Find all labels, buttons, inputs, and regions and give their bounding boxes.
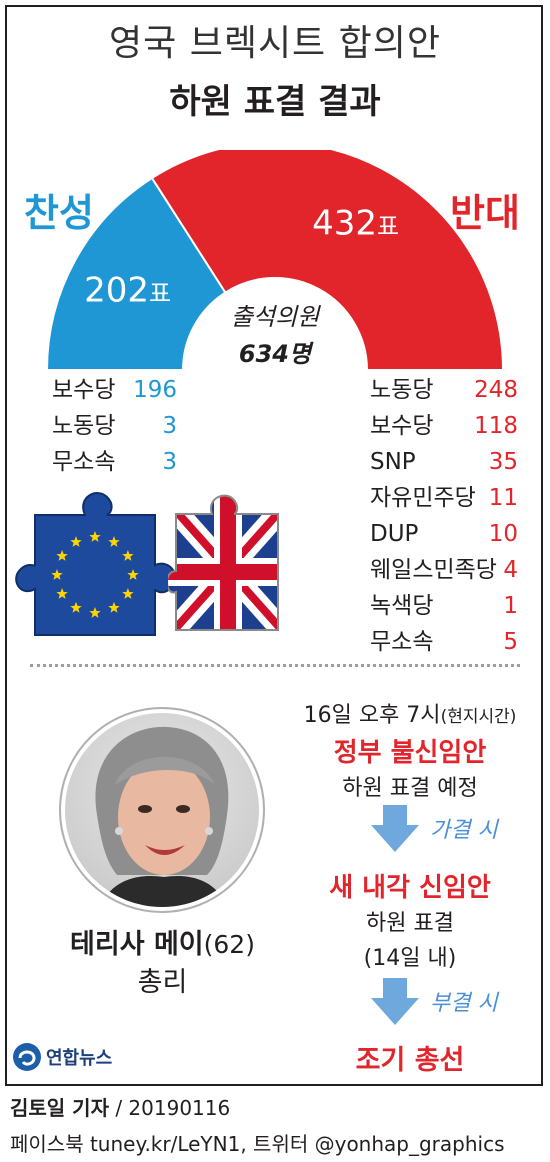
no-party-votes: 5 xyxy=(503,629,518,655)
flow-step1-title: 정부 불신임안 xyxy=(333,738,487,768)
eu-star xyxy=(51,569,63,580)
flow-step2-note: (14일 내) xyxy=(363,946,457,971)
main-title: 영국 브렉시트 합의안 xyxy=(109,23,441,64)
down-arrow-icon xyxy=(371,978,419,1025)
reporter-name: 김토일 기자 xyxy=(10,1096,109,1120)
eu-star xyxy=(108,536,120,547)
yes-party-votes: 3 xyxy=(162,449,177,475)
person-age: (62) xyxy=(203,930,255,959)
arrow2-label: 부결 시 xyxy=(430,991,498,1016)
chart-slice-labels: 202표 432표 xyxy=(84,204,399,311)
arrow1-label: 가결 시 xyxy=(430,818,498,843)
yes-row: 무소속 3 xyxy=(52,445,177,479)
person-role: 총리 xyxy=(137,967,188,998)
eu-star xyxy=(122,550,134,561)
eu-star xyxy=(56,550,68,561)
no-row: 자유민주당 11 xyxy=(370,481,518,515)
no-party-votes: 248 xyxy=(474,377,518,403)
no-row: 노동당 248 xyxy=(370,373,518,407)
no-party-votes: 118 xyxy=(474,413,518,439)
eu-star xyxy=(89,607,101,618)
flow-step2-title: 새 내각 신임안 xyxy=(329,873,491,903)
slice-label-yes: 202표 xyxy=(84,270,171,310)
vote-semicircle-chart: 202표 432표 출석의원 634명 xyxy=(45,150,505,371)
no-row: SNP 35 xyxy=(370,445,518,479)
no-party-name: 웨일스민족당 xyxy=(370,557,497,583)
yes-party-votes: 196 xyxy=(133,377,177,403)
yes-party-name: 노동당 xyxy=(52,413,116,439)
eu-star xyxy=(70,601,82,613)
section-divider xyxy=(30,664,520,667)
center-value: 634명 xyxy=(239,340,314,368)
yes-row: 보수당 196 xyxy=(52,373,177,407)
flow-step1-desc: 하원 표결 예정 xyxy=(342,776,478,801)
eu-star xyxy=(127,569,139,580)
no-row: 웨일스민족당 4 xyxy=(370,553,518,587)
publish-date: / 20190116 xyxy=(108,1096,231,1120)
no-party-name: 자유민주당 xyxy=(370,485,476,511)
flow-step3-title: 조기 총선 xyxy=(355,1045,465,1076)
eu-flag-puzzle-icon xyxy=(15,492,177,636)
no-row: DUP 10 xyxy=(370,517,518,551)
person-name-block: 테리사 메이(62) xyxy=(60,922,265,961)
yes-party-votes: 3 xyxy=(162,413,177,439)
yes-party-name: 무소속 xyxy=(52,449,116,475)
eu-star xyxy=(56,588,68,599)
eu-star xyxy=(122,588,134,599)
no-party-votes: 11 xyxy=(488,485,518,511)
no-party-name: SNP xyxy=(370,449,416,475)
yonhap-logo-text: 연합뉴스 xyxy=(46,1048,113,1069)
eu-star xyxy=(70,536,82,547)
no-row: 보수당 118 xyxy=(370,409,518,443)
yes-row: 노동당 3 xyxy=(52,409,177,443)
flow-step2-desc: 하원 표결 xyxy=(366,911,454,936)
sub-title: 하원 표결 결과 xyxy=(169,82,381,122)
yes-party-name: 보수당 xyxy=(52,377,116,403)
no-party-name: 무소속 xyxy=(370,629,434,655)
no-party-name: 보수당 xyxy=(370,413,434,439)
no-party-votes: 10 xyxy=(488,521,518,547)
no-party-name: DUP xyxy=(370,521,419,547)
footer-credit: 김토일 기자 / 20190116 xyxy=(10,1092,230,1121)
no-party-votes: 1 xyxy=(503,593,518,619)
slice-yes xyxy=(45,176,227,371)
slice-no xyxy=(150,150,505,371)
footer-social: 페이스북 tuney.kr/LeYN1, 트위터 @yonhap_graphic… xyxy=(10,1132,505,1156)
no-row: 녹색당 1 xyxy=(370,589,518,623)
chart-slices xyxy=(45,150,505,371)
flow-step1-time-note: (현지시간) xyxy=(440,707,517,727)
no-label: 반대 xyxy=(450,191,520,235)
person-name: 테리사 메이 xyxy=(70,929,204,960)
eu-star xyxy=(89,531,101,542)
slice-label-no: 432표 xyxy=(312,204,399,244)
no-party-votes: 35 xyxy=(488,449,518,475)
center-label: 출석의원 xyxy=(231,303,321,331)
flow-step1-time: 16일 오후 7시(현지시간) xyxy=(280,697,540,729)
theresa-may-portrait xyxy=(59,707,265,913)
down-arrow-icon xyxy=(371,805,419,852)
eu-star xyxy=(108,601,120,613)
uk-flag-puzzle-icon xyxy=(168,494,279,631)
no-party-votes: 4 xyxy=(503,557,518,583)
yonhap-logo-icon xyxy=(13,1043,41,1071)
no-party-name: 노동당 xyxy=(370,377,434,403)
yonhap-logo: 연합뉴스 xyxy=(12,1042,112,1072)
no-row: 무소속 5 xyxy=(370,625,518,659)
flow-step1-time-text: 16일 오후 7시 xyxy=(303,703,441,728)
no-party-name: 녹색당 xyxy=(370,593,434,619)
yes-label: 찬성 xyxy=(24,191,94,235)
